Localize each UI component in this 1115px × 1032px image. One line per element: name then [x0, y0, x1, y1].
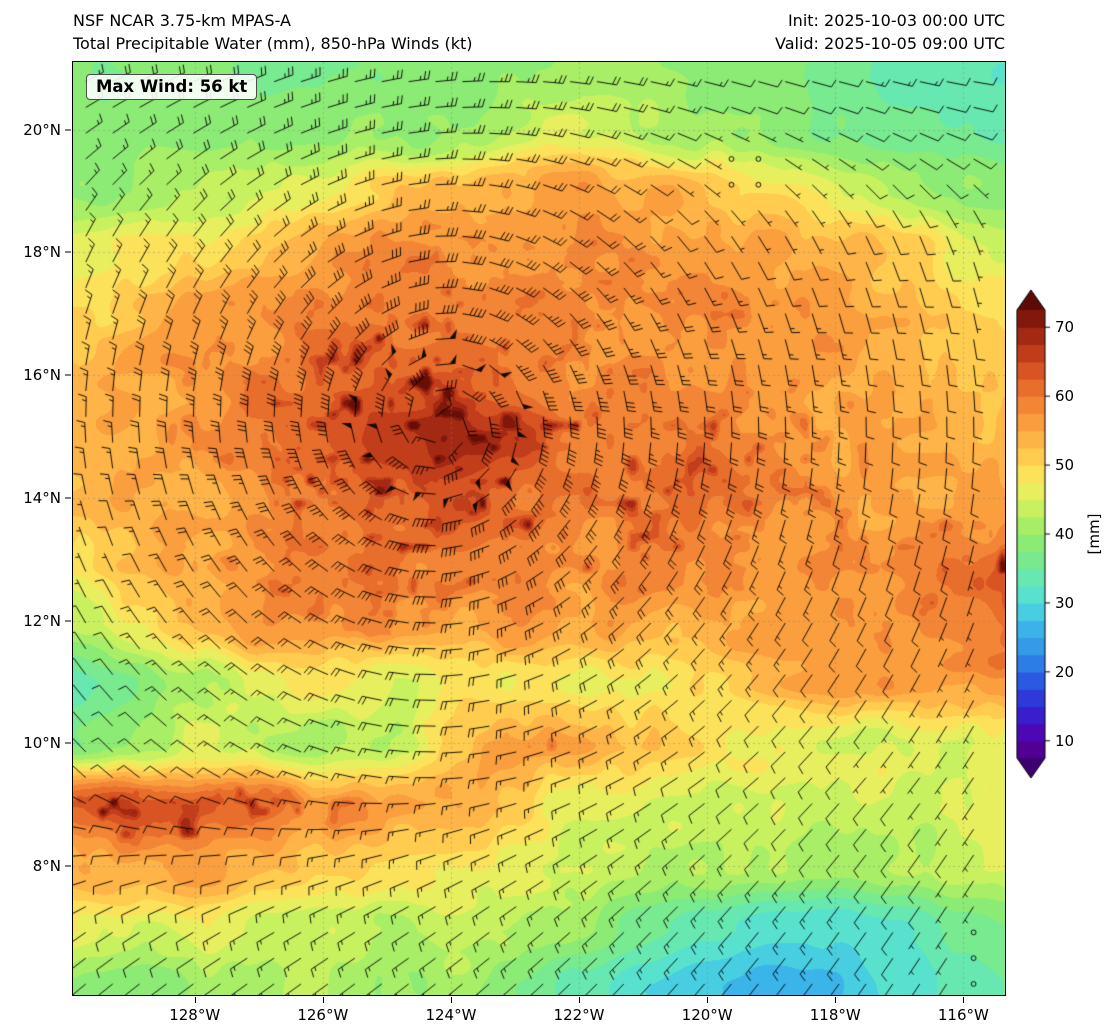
y-tick-label: 18°N [23, 243, 61, 262]
x-tick-mark [322, 997, 324, 1003]
field-title: Total Precipitable Water (mm), 850-hPa W… [73, 34, 473, 53]
x-tick-label: 128°W [169, 1006, 221, 1024]
x-tick-mark [835, 997, 837, 1003]
y-tick-mark [65, 374, 71, 376]
y-tick-mark [65, 129, 71, 131]
y-tick-label: 14°N [23, 488, 61, 507]
x-tick-mark [963, 997, 965, 1003]
x-tick-mark [450, 997, 452, 1003]
colorbar-tick-label: 40 [1055, 525, 1075, 543]
x-tick-mark [194, 997, 196, 1003]
x-tick-label: 120°W [681, 1006, 733, 1024]
max-wind-badge: Max Wind: 56 kt [86, 74, 258, 100]
x-tick-label: 126°W [297, 1006, 349, 1024]
x-tick-label: 122°W [553, 1006, 605, 1024]
colorbar-unit-label: [mm] [1085, 513, 1103, 555]
map-panel: Max Wind: 56 kt [72, 61, 1006, 996]
colorbar-tick-label: 20 [1055, 662, 1075, 681]
y-tick-mark [65, 865, 71, 867]
max-wind-label: Max Wind: 56 kt [96, 77, 248, 96]
title-block-right: Init: 2025-10-03 00:00 UTC Valid: 2025-1… [775, 9, 1005, 55]
map-canvas [73, 62, 1005, 995]
colorbar-tick-label: 70 [1055, 318, 1075, 337]
colorbar [1016, 285, 1056, 785]
y-tick-mark [65, 497, 71, 499]
x-tick-label: 118°W [809, 1006, 861, 1024]
title-block-left: NSF NCAR 3.75-km MPAS-A Total Precipitab… [73, 9, 472, 55]
y-tick-mark [65, 620, 71, 622]
x-tick-mark [579, 997, 581, 1003]
y-tick-label: 16°N [23, 366, 61, 385]
y-tick-label: 10°N [23, 734, 61, 753]
colorbar-tick-label: 50 [1055, 456, 1075, 475]
init-time: Init: 2025-10-03 00:00 UTC [787, 11, 1005, 30]
colorbar-tick-label: 60 [1055, 387, 1075, 406]
valid-time: Valid: 2025-10-05 09:00 UTC [774, 34, 1005, 53]
y-tick-mark [65, 742, 71, 744]
x-tick-label: 116°W [937, 1006, 989, 1024]
y-tick-label: 12°N [23, 611, 61, 630]
y-tick-label: 20°N [23, 120, 61, 139]
y-tick-label: 8°N [32, 857, 61, 876]
x-tick-mark [707, 997, 709, 1003]
model-title: NSF NCAR 3.75-km MPAS-A [73, 11, 291, 30]
x-tick-label: 124°W [425, 1006, 477, 1024]
colorbar-tick-label: 10 [1055, 731, 1075, 750]
y-tick-mark [65, 251, 71, 253]
colorbar-tick-label: 30 [1055, 593, 1075, 612]
